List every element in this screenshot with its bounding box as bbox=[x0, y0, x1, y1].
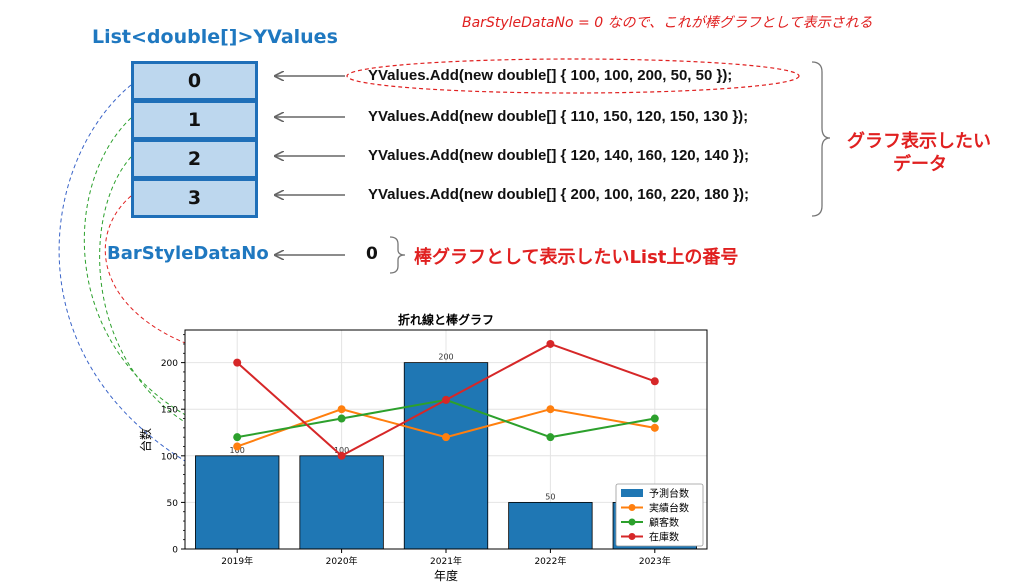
x-tick-label: 2023年 bbox=[639, 555, 671, 567]
bar-data-label: 100 bbox=[334, 446, 349, 455]
connector-green-2 bbox=[99, 156, 235, 445]
x-tick-label: 2022年 bbox=[534, 555, 566, 567]
legend-box bbox=[615, 483, 704, 547]
code-line-2: YValues.Add(new double[] { 120, 140, 160… bbox=[368, 147, 749, 164]
x-tick-label: 2020年 bbox=[326, 555, 358, 567]
code-line-3: YValues.Add(new double[] { 200, 100, 160… bbox=[368, 186, 749, 203]
graph-data-label-2: データ bbox=[893, 154, 947, 175]
legend-label: 顧客数 bbox=[649, 516, 679, 529]
bar bbox=[403, 362, 489, 550]
legend-swatch bbox=[621, 489, 643, 497]
series-point bbox=[233, 358, 242, 367]
series-point bbox=[546, 405, 555, 414]
y-tick-label: 0 bbox=[172, 546, 178, 556]
y-tick-label: 150 bbox=[161, 406, 178, 416]
x-tick-label: 2021年 bbox=[430, 555, 462, 567]
series-point bbox=[546, 433, 555, 442]
legend-label: 在庫数 bbox=[649, 531, 679, 544]
series-point bbox=[442, 395, 450, 404]
series-point bbox=[233, 433, 242, 442]
series-point bbox=[337, 414, 346, 423]
code-line-1: YValues.Add(new double[] { 110, 150, 120… bbox=[368, 108, 749, 125]
bar-data-label: 200 bbox=[438, 353, 453, 362]
code-line-0: YValues.Add(new double[] { 100, 100, 200… bbox=[368, 67, 733, 84]
bar-style-value: 0 bbox=[366, 244, 378, 264]
chart-ylabel: 台数 bbox=[138, 428, 153, 452]
brace-bar-style bbox=[389, 236, 406, 274]
list-cell-1: 1 bbox=[131, 100, 258, 140]
series-point bbox=[337, 405, 346, 414]
legend-marker bbox=[628, 533, 636, 540]
chart-xlabel: 年度 bbox=[434, 568, 458, 583]
legend-marker bbox=[628, 518, 636, 526]
list-cell-2: 2 bbox=[131, 139, 258, 179]
legend-label: 実績台数 bbox=[649, 502, 689, 515]
legend-marker bbox=[628, 504, 636, 511]
series-point bbox=[442, 433, 450, 442]
series-point bbox=[337, 451, 346, 460]
plot-frame bbox=[184, 329, 708, 550]
chart-title: 折れ線と棒グラフ bbox=[398, 312, 494, 327]
bar-style-data-no-label: BarStyleDataNo bbox=[107, 243, 269, 264]
y-tick-label: 100 bbox=[161, 452, 178, 462]
bar bbox=[508, 502, 593, 550]
y-tick-label: 200 bbox=[161, 359, 178, 369]
bar-style-note: BarStyleDataNo = 0 なので、これが棒グラフとして表示される bbox=[462, 15, 873, 31]
highlight-ellipse bbox=[346, 58, 800, 94]
bar-data-label: 50 bbox=[545, 492, 555, 501]
list-cell-0: 0 bbox=[131, 61, 258, 101]
list-cell-3: 3 bbox=[131, 178, 258, 218]
list-title: List<double[]>YValues bbox=[92, 26, 338, 48]
series-point bbox=[650, 414, 659, 423]
graph-data-label-1: グラフ表示したい bbox=[847, 131, 991, 152]
x-tick-label: 2019年 bbox=[221, 555, 253, 567]
connector-blue bbox=[58, 84, 195, 467]
bar bbox=[299, 455, 384, 550]
series-point bbox=[546, 339, 555, 348]
brace-graph-data bbox=[811, 61, 831, 217]
y-tick-label: 50 bbox=[167, 499, 179, 509]
series-point bbox=[233, 442, 242, 451]
legend-label: 予測台数 bbox=[649, 487, 689, 500]
series-point bbox=[650, 377, 659, 386]
series-point bbox=[650, 423, 659, 432]
connector-green-1 bbox=[83, 117, 235, 437]
bar-style-description: 棒グラフとして表示したいList上の番号 bbox=[414, 247, 739, 268]
bar bbox=[195, 455, 280, 550]
